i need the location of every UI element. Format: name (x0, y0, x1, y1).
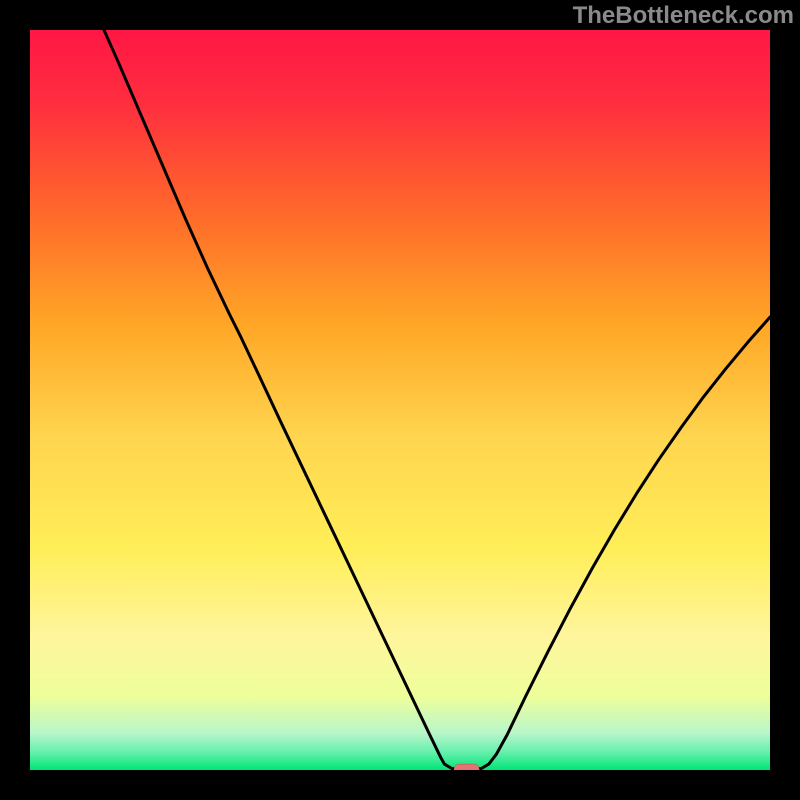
gradient-background (30, 30, 770, 770)
plot-area (30, 30, 770, 770)
bottleneck-chart (30, 30, 770, 770)
watermark-text: TheBottleneck.com (573, 2, 794, 30)
optimal-marker (454, 764, 479, 770)
chart-container: { "watermark": { "text": "TheBottleneck.… (0, 0, 800, 800)
